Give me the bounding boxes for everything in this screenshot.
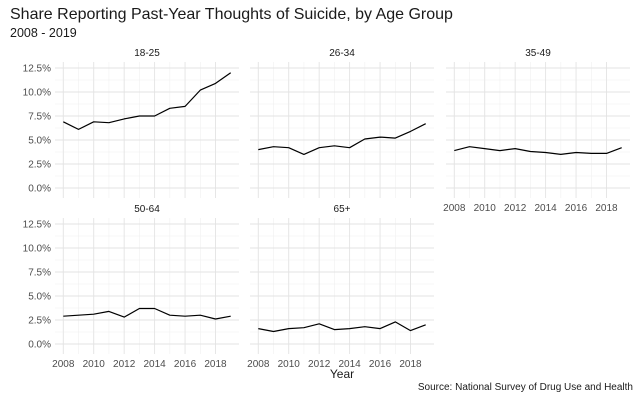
series-line-35-49 (454, 146, 622, 155)
x-axis-title: Year (330, 367, 354, 381)
panel-label-65+: 65+ (334, 204, 351, 215)
y-tick-label: 7.5% (28, 112, 51, 123)
chart-subtitle: 2008 - 2019 (10, 26, 77, 40)
x-tick-label: 2010 (278, 359, 301, 370)
panel-label-50-64: 50-64 (134, 204, 160, 215)
y-tick-label: 2.5% (28, 316, 51, 327)
y-tick-label: 2.5% (28, 160, 51, 171)
x-tick-label: 2014 (143, 359, 166, 370)
series-line-65+ (258, 321, 426, 333)
x-tick-label: 2014 (534, 203, 557, 214)
y-tick-label: 10.0% (23, 88, 51, 99)
x-tick-label: 2018 (595, 203, 618, 214)
x-tick-label: 2012 (113, 359, 136, 370)
x-tick-label: 2008 (443, 203, 466, 214)
series-line-26-34 (258, 123, 426, 155)
x-tick-label: 2016 (565, 203, 588, 214)
x-tick-label: 2014 (338, 359, 361, 370)
x-tick-label: 2008 (52, 359, 75, 370)
x-tick-label: 2012 (504, 203, 527, 214)
x-tick-label: 2016 (174, 359, 197, 370)
source-caption: Source: National Survey of Drug Use and … (417, 382, 633, 393)
x-tick-label: 2008 (247, 359, 270, 370)
y-tick-label: 12.5% (23, 64, 51, 75)
y-tick-label: 0.0% (28, 184, 51, 195)
x-tick-label: 2010 (83, 359, 106, 370)
series-line-50-64 (63, 307, 231, 320)
x-tick-label: 2016 (369, 359, 392, 370)
x-tick-label: 2018 (399, 359, 422, 370)
x-tick-label: 2012 (308, 359, 331, 370)
chart-title: Share Reporting Past-Year Thoughts of Su… (10, 6, 453, 23)
series-line-18-25 (63, 72, 232, 130)
panel-label-18-25: 18-25 (134, 48, 160, 59)
y-tick-label: 7.5% (28, 268, 51, 279)
y-tick-label: 5.0% (28, 292, 51, 303)
y-tick-label: 5.0% (28, 136, 51, 147)
panel-label-35-49: 35-49 (525, 48, 551, 59)
x-tick-label: 2018 (204, 359, 227, 370)
x-tick-label: 2010 (474, 203, 497, 214)
y-tick-label: 0.0% (28, 340, 51, 351)
panel-label-26-34: 26-34 (329, 48, 355, 59)
y-tick-label: 10.0% (23, 244, 51, 255)
y-tick-label: 12.5% (23, 220, 51, 231)
